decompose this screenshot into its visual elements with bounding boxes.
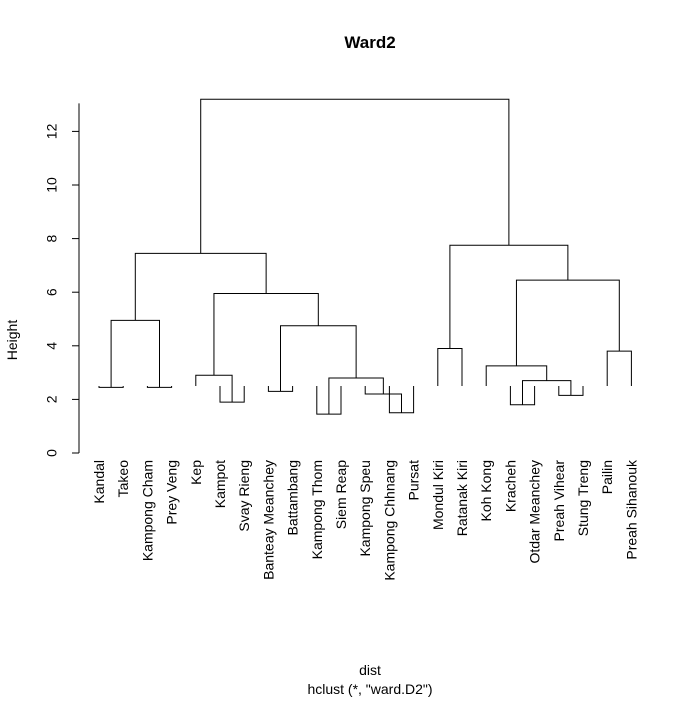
leaf-label: Kampot	[212, 460, 228, 508]
merge-link	[196, 375, 232, 402]
leaf-label: Svay Rieng	[236, 460, 252, 532]
leaf-label: Banteay Meanchey	[260, 460, 276, 580]
merge-link	[111, 320, 159, 387]
leaf-label: Kampong Speu	[357, 460, 373, 557]
leaf-label: Kampong Cham	[139, 460, 155, 561]
leaf-label: Kracheh	[502, 460, 518, 512]
y-axis: 0 2 4 6 8 10 12	[44, 103, 79, 456]
y-tick-label: 4	[44, 342, 60, 350]
merge-link	[486, 366, 547, 386]
leaf-label: Kandal	[91, 460, 107, 504]
leaf-label: Siem Reap	[333, 460, 349, 529]
leaf-label: Kampong Chhnang	[381, 460, 397, 581]
x-axis-label: dist	[359, 662, 381, 678]
y-tick-label: 8	[44, 234, 60, 242]
merge-link	[438, 348, 462, 386]
merge-link	[516, 280, 619, 366]
merge-link	[135, 253, 266, 320]
chart-title: Ward2	[344, 33, 395, 52]
dendrogram-tree	[99, 99, 631, 414]
merge-link	[214, 294, 318, 376]
leaf-label: Battambang	[285, 460, 301, 536]
y-tick-label: 0	[44, 449, 60, 457]
leaf-label: Kep	[188, 460, 204, 485]
leaf-label: Preah Vihear	[551, 460, 567, 542]
leaf-label: Koh Kong	[478, 460, 494, 522]
y-tick-label: 6	[44, 288, 60, 296]
leaf-label: Otdar Meanchey	[527, 460, 543, 564]
leaf-label: Pursat	[406, 460, 422, 501]
y-tick-label: 12	[44, 123, 60, 139]
leaf-label: Ratanak Kiri	[454, 460, 470, 536]
y-tick-label: 10	[44, 177, 60, 193]
y-axis-label: Height	[4, 320, 20, 361]
leaf-label: Prey Veng	[164, 460, 180, 525]
leaf-label: Preah Sihanouk	[623, 459, 639, 560]
x-axis-sublabel: hclust (*, "ward.D2")	[307, 681, 432, 697]
leaf-label: Takeo	[115, 460, 131, 498]
leaf-labels: Kandal Takeo Kampong Cham Prey Veng Kep Kampo…	[91, 459, 639, 581]
leaf-label: Mondul Kiri	[430, 460, 446, 530]
leaf-label: Pailin	[599, 460, 615, 494]
merge-link	[281, 326, 357, 392]
leaf-label: Stung Treng	[575, 460, 591, 536]
merge-link	[607, 351, 631, 386]
merge-link	[450, 245, 568, 348]
merge-link	[201, 99, 509, 253]
y-tick-label: 2	[44, 395, 60, 403]
leaf-label: Kampong Thom	[309, 460, 325, 559]
merge-link	[523, 381, 571, 405]
merge-link	[329, 378, 383, 414]
